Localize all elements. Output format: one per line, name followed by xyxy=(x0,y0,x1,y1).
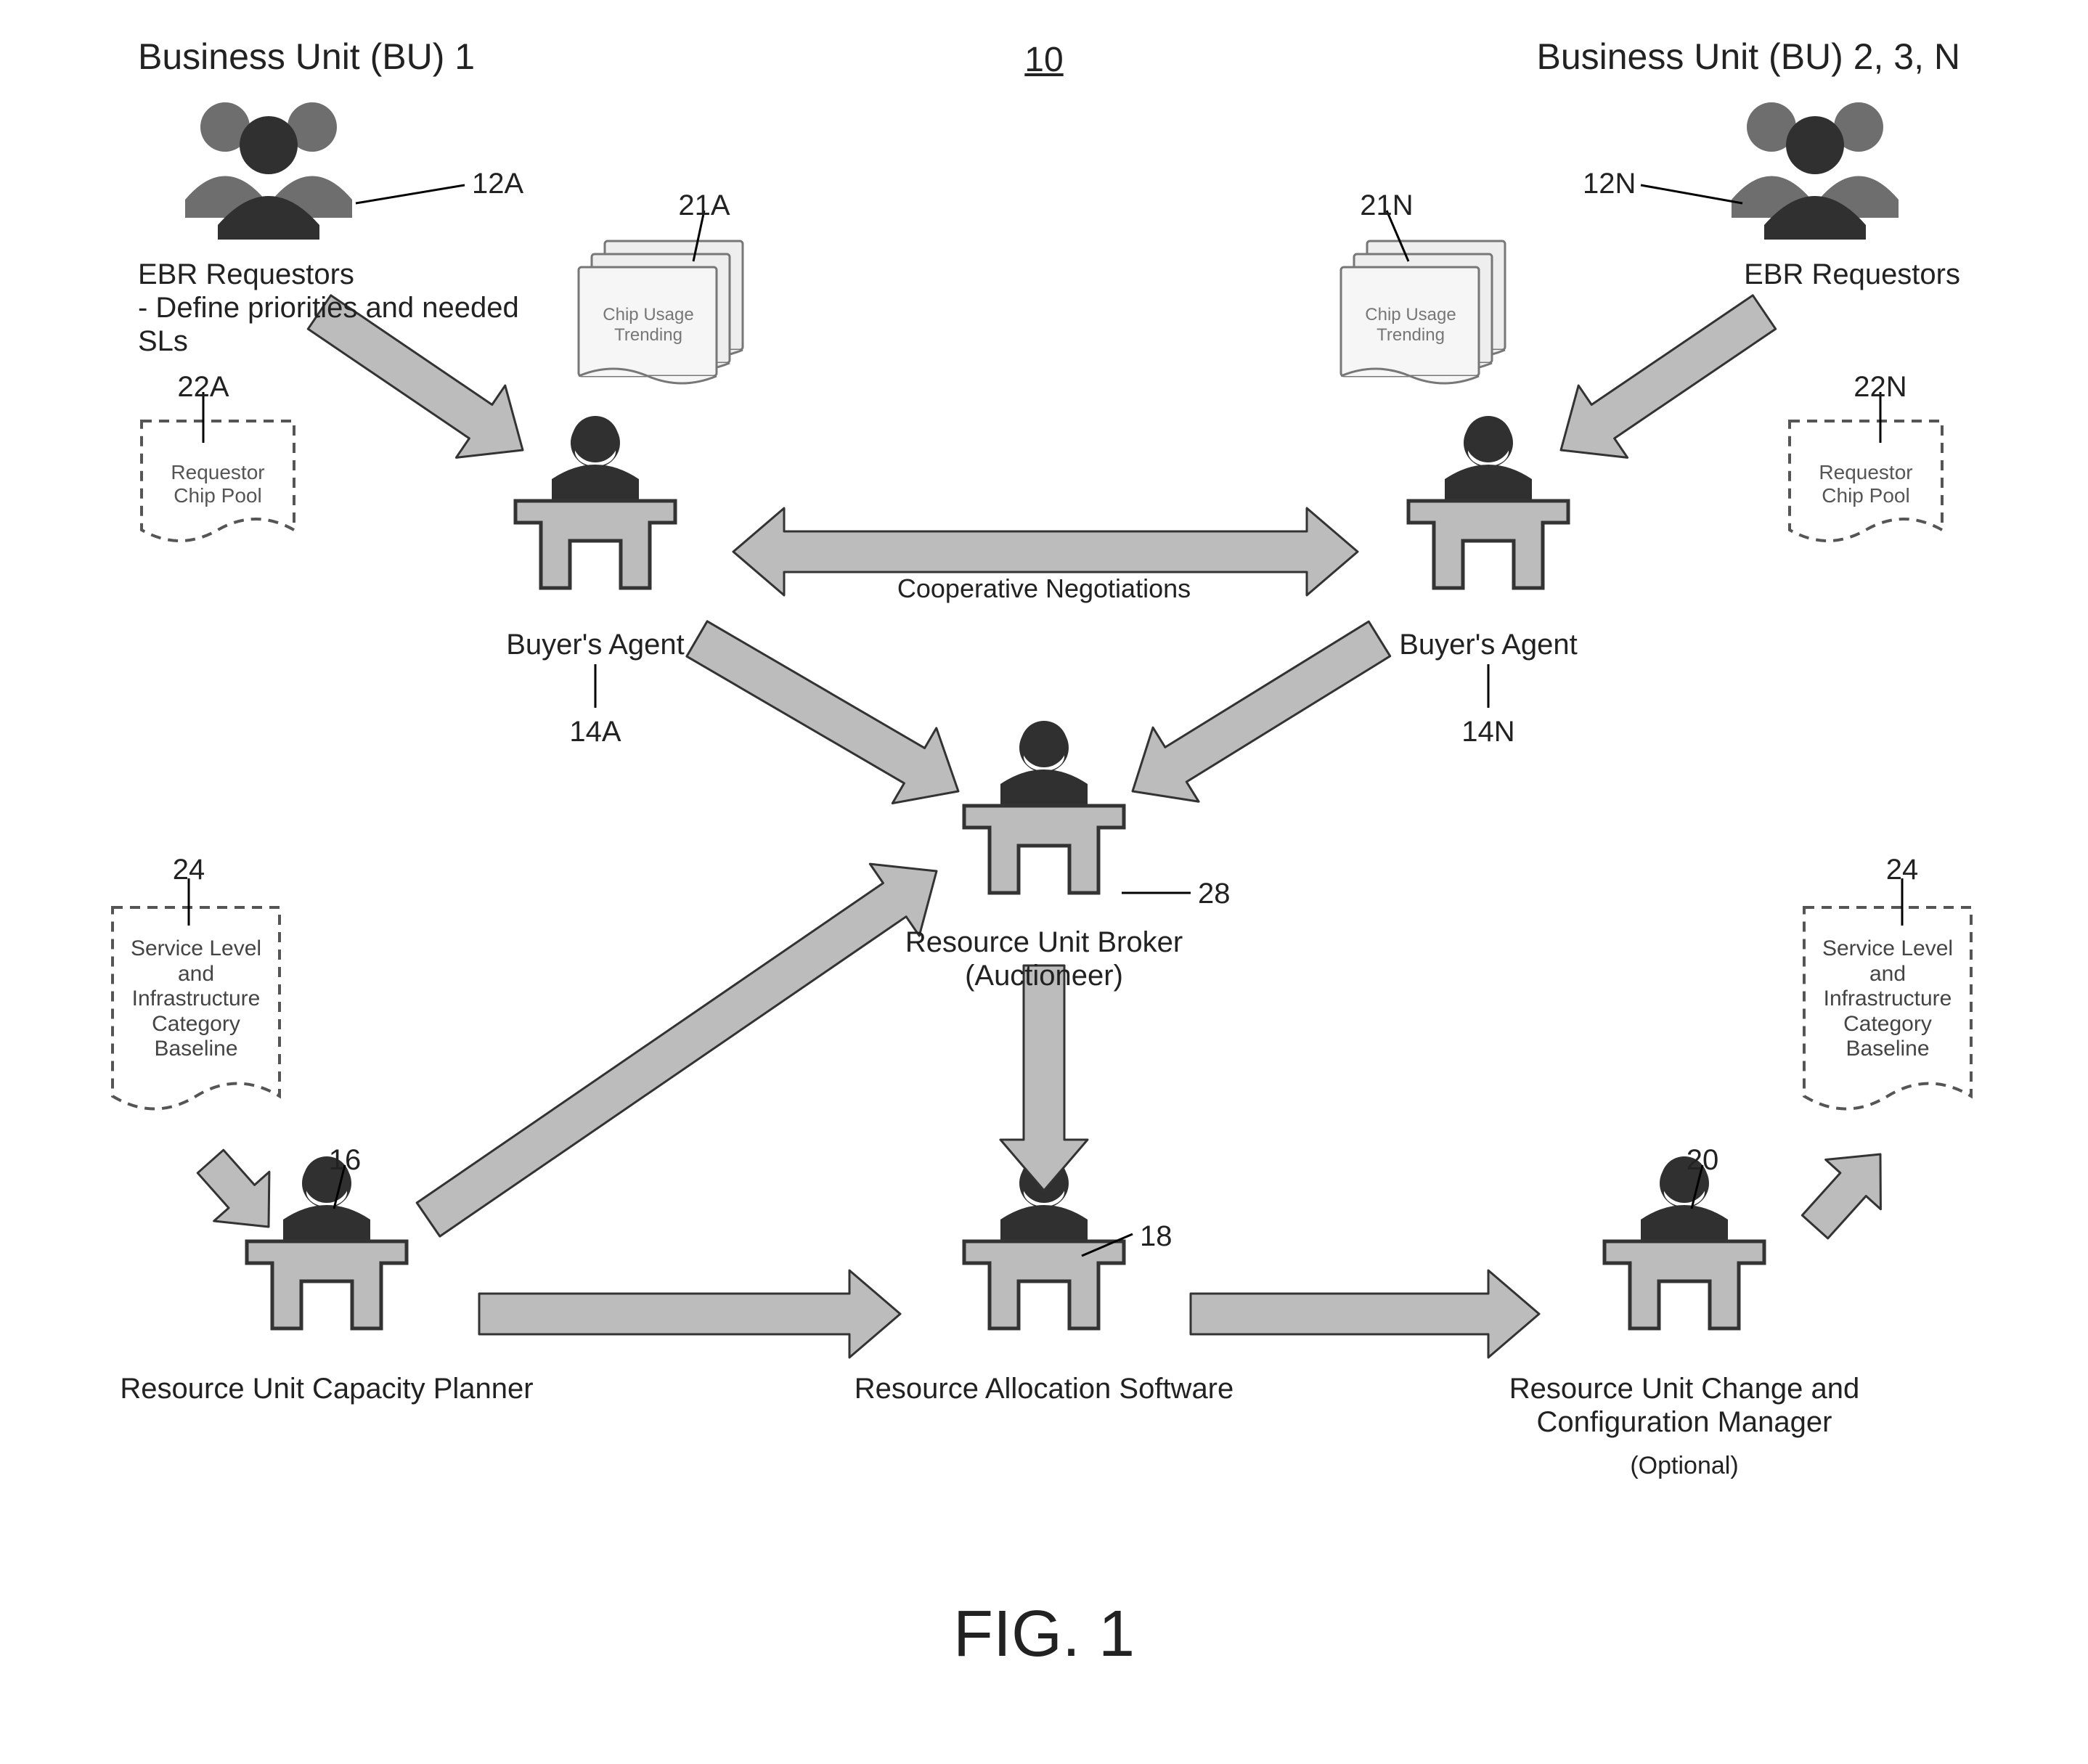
ref-18: 18 xyxy=(1140,1220,1173,1253)
ref-14n: 14N xyxy=(1461,715,1514,748)
sli-right-text: Service Level and Infrastructure Categor… xyxy=(1822,936,1953,1062)
ref-24l: 24 xyxy=(173,853,205,886)
ref-24r: 24 xyxy=(1886,853,1919,886)
requestor-pool-left: Requestor Chip Pool xyxy=(171,461,264,507)
changemgr-label: Resource Unit Change and Configuration M… xyxy=(1509,1372,1860,1439)
optional-label: (Optional) xyxy=(1630,1452,1738,1480)
ref-21n: 21N xyxy=(1360,189,1413,222)
ref-22n: 22N xyxy=(1853,370,1906,404)
figure-number: 10 xyxy=(1024,40,1063,80)
sli-left-text: Service Level and Infrastructure Categor… xyxy=(131,936,261,1062)
figure-caption: FIG. 1 xyxy=(953,1597,1135,1673)
alloc-label: Resource Allocation Software xyxy=(855,1372,1234,1405)
buyers-agent-left: Buyer's Agent xyxy=(506,628,685,661)
bu-right-title: Business Unit (BU) 2, 3, N xyxy=(1536,36,1960,78)
buyers-agent-right: Buyer's Agent xyxy=(1399,628,1578,661)
ref-12a: 12A xyxy=(472,167,523,200)
coop-neg-label: Cooperative Negotiations xyxy=(897,573,1191,603)
chip-usage-right: Chip Usage Trending xyxy=(1365,305,1456,345)
ref-21a: 21A xyxy=(678,189,730,222)
ref-28: 28 xyxy=(1198,877,1231,910)
ref-16: 16 xyxy=(329,1143,362,1177)
ref-20: 20 xyxy=(1687,1143,1719,1177)
requestor-pool-right: Requestor Chip Pool xyxy=(1819,461,1912,507)
bu-left-title: Business Unit (BU) 1 xyxy=(138,36,475,78)
chip-usage-left: Chip Usage Trending xyxy=(603,305,693,345)
ref-12n: 12N xyxy=(1583,167,1636,200)
figure-canvas: 10 Business Unit (BU) 1 Business Unit (B… xyxy=(0,0,2088,1764)
ebr-right-text: EBR Requestors xyxy=(1744,258,1960,291)
ebr-left-text: EBR Requestors - Define priorities and n… xyxy=(138,258,519,358)
ref-22a: 22A xyxy=(177,370,229,404)
broker-label: Resource Unit Broker (Auctioneer) xyxy=(905,926,1183,992)
planner-label: Resource Unit Capacity Planner xyxy=(120,1372,533,1405)
ref-14a: 14A xyxy=(569,715,621,748)
